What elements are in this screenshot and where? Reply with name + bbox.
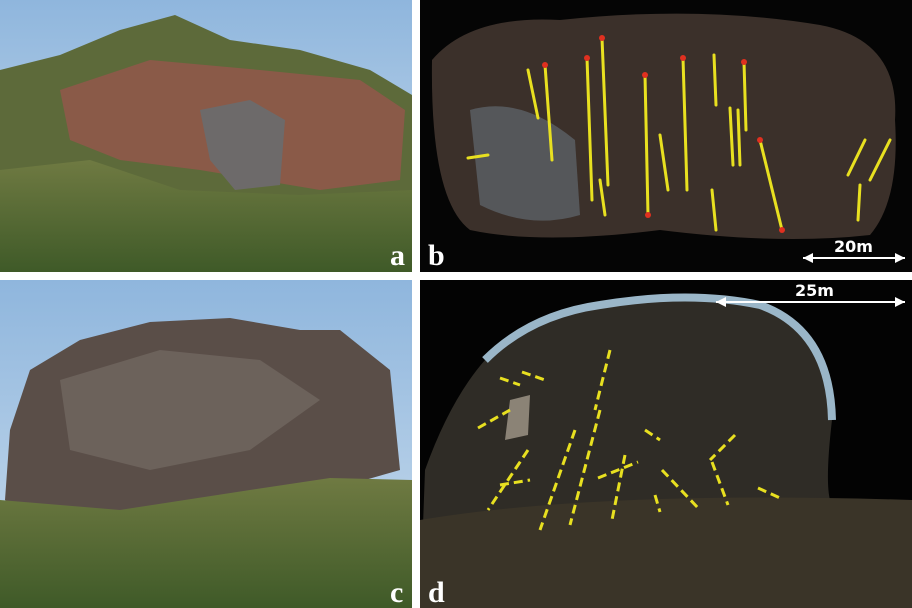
cloud-edge [482,293,836,421]
lower-slope [420,497,912,608]
panel-label: d [428,576,445,608]
cave [200,100,285,190]
vegetation [0,478,412,608]
arrow-head [803,253,813,263]
panel-label: a [390,239,405,272]
rock-face [60,350,320,470]
trace-endpoints [542,35,785,233]
scale-label: 20m [834,237,873,256]
panel-a: a [0,0,412,272]
cave-surface [470,106,580,221]
panel-b: 20m b [420,0,912,272]
scale-label: 25m [795,281,834,300]
arrow-head [716,297,726,307]
vegetation [0,160,412,272]
fracture-traces [477,349,781,531]
panel-c: c [0,280,412,608]
panel-d: 25m d [420,280,912,608]
panel-label: c [390,576,403,608]
rock-patch [505,395,530,440]
fracture-traces [466,36,892,232]
arrow-head [895,253,905,263]
arrow-head [895,297,905,307]
panel-label: b [428,239,445,272]
